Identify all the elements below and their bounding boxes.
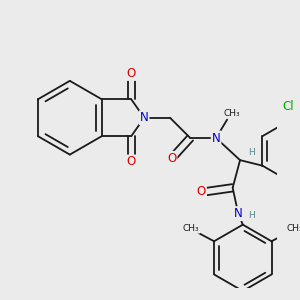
- Text: N: N: [234, 207, 243, 220]
- Text: H: H: [248, 211, 254, 220]
- Text: O: O: [127, 155, 136, 169]
- Text: N: N: [140, 111, 148, 124]
- Text: H: H: [248, 148, 254, 157]
- Text: Cl: Cl: [282, 100, 294, 113]
- Text: CH₃: CH₃: [183, 224, 199, 233]
- Text: N: N: [212, 131, 220, 145]
- Text: O: O: [127, 67, 136, 80]
- Text: CH₃: CH₃: [286, 224, 300, 233]
- Text: CH₃: CH₃: [224, 109, 240, 118]
- Text: O: O: [197, 185, 206, 198]
- Text: O: O: [167, 152, 176, 165]
